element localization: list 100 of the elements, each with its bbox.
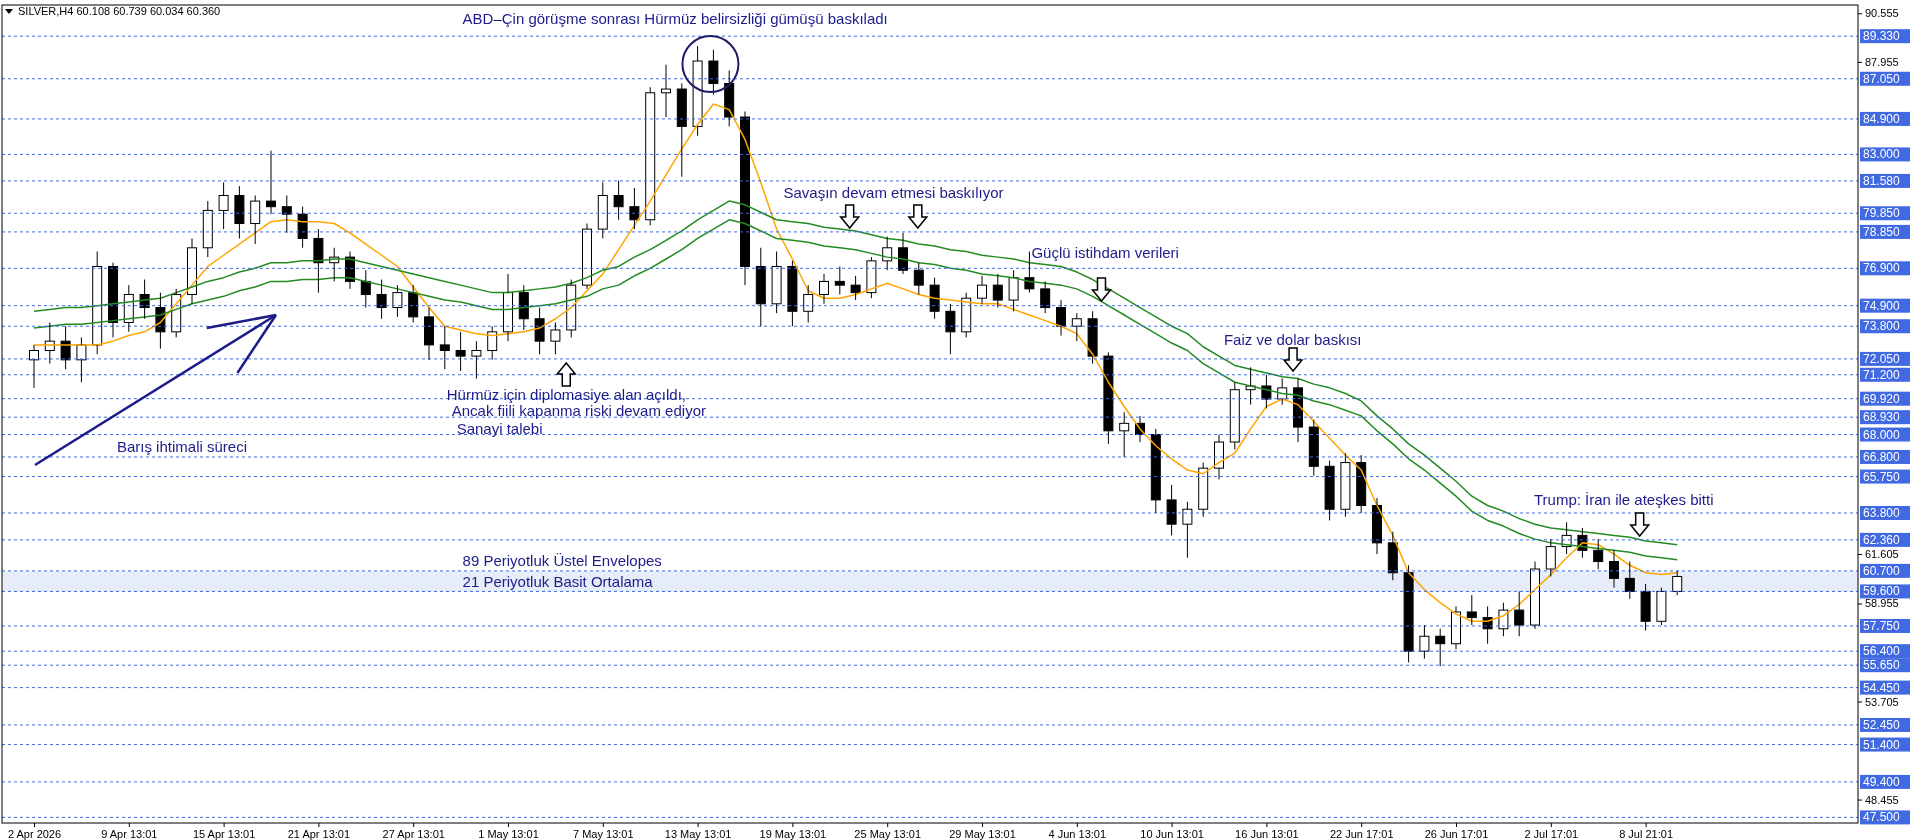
candlestick xyxy=(471,340,482,380)
candlestick xyxy=(597,181,608,239)
candlestick xyxy=(1182,501,1193,559)
candlestick xyxy=(819,273,829,305)
candlestick xyxy=(1387,531,1398,581)
candlestick xyxy=(266,150,276,215)
ref-line-label: 54.450 xyxy=(1863,680,1901,695)
candlestick xyxy=(771,251,782,314)
x-tick-label: 22 Jun 17:01 xyxy=(1329,827,1394,840)
candlestick xyxy=(234,185,245,239)
y-tick-label: 58.955 xyxy=(1865,597,1899,610)
x-tick-label: 2 Jul 17:01 xyxy=(1524,827,1579,840)
y-tick-label: 90.555 xyxy=(1865,7,1899,20)
ref-line-label: 79.850 xyxy=(1863,206,1901,221)
annotation: ABD–Çin görüşme sonrası Hürmüz belirsizliği gümüşü baskıladı xyxy=(462,10,888,27)
candlestick xyxy=(297,206,308,249)
candlestick xyxy=(250,194,261,245)
candlestick xyxy=(1356,454,1367,514)
candlestick xyxy=(455,331,466,372)
candlestick xyxy=(1150,428,1161,514)
annotation: Hürmüz için diplomasiye alan açıldı, xyxy=(446,386,687,403)
candlestick xyxy=(1308,419,1319,477)
x-tick-label: 16 Jun 13:01 xyxy=(1235,827,1299,840)
candlestick xyxy=(1640,583,1651,632)
candlestick xyxy=(1609,549,1619,589)
candlestick xyxy=(392,284,403,318)
candlestick xyxy=(550,321,561,355)
candlestick xyxy=(977,275,987,305)
annotation: Faiz ve dolar baskısı xyxy=(1223,331,1362,348)
candlestick xyxy=(1229,381,1240,450)
ref-line-label: 62.360 xyxy=(1863,532,1901,547)
x-tick-label: 27 Apr 13:01 xyxy=(382,827,445,840)
candlestick xyxy=(582,223,592,290)
candlestick xyxy=(1545,538,1556,577)
candlestick xyxy=(1403,564,1414,663)
candlestick xyxy=(929,277,940,320)
annotation: Ancak fiili kapanma riski devam ediyor xyxy=(451,402,706,419)
candlestick xyxy=(487,325,498,361)
candlestick xyxy=(1530,561,1540,630)
candlestick xyxy=(281,194,292,234)
ref-line-label: 59.600 xyxy=(1863,584,1901,599)
candlestick xyxy=(755,247,766,327)
x-tick-label: 19 May 13:01 xyxy=(759,827,827,840)
y-tick-label: 87.955 xyxy=(1865,55,1899,68)
ref-line-label: 83.000 xyxy=(1863,147,1901,162)
candlestick xyxy=(202,200,213,258)
candlestick xyxy=(992,273,1003,309)
candlestick xyxy=(850,275,861,301)
candlestick xyxy=(676,82,687,178)
ref-line-label: 76.900 xyxy=(1863,261,1901,276)
y-tick-label: 48.455 xyxy=(1865,793,1899,806)
candlestick xyxy=(1435,628,1446,667)
ref-line-label: 65.750 xyxy=(1863,469,1901,484)
ref-line-label: 81.580 xyxy=(1863,173,1901,188)
candlestick xyxy=(1593,538,1604,570)
candlestick xyxy=(1087,310,1098,365)
ref-line-label: 63.800 xyxy=(1863,505,1901,520)
candlestick xyxy=(1419,624,1430,660)
chart-title: SILVER,H4 60.108 60.739 60.034 60.360 xyxy=(18,5,221,17)
x-tick-label: 10 Jun 13:01 xyxy=(1140,827,1204,840)
candlestick xyxy=(313,228,324,294)
annotation: 89 Periyotluk Üstel Envelopes xyxy=(462,552,662,569)
ref-line-label: 78.850 xyxy=(1863,224,1901,239)
candlestick xyxy=(218,181,229,230)
ref-line-label: 47.500 xyxy=(1863,810,1901,825)
candlestick xyxy=(1340,452,1351,518)
candlestick xyxy=(503,273,513,342)
candlestick xyxy=(1166,484,1177,536)
annotation: 21 Periyotluk Basit Ortalama xyxy=(462,573,654,590)
x-tick-label: 8 Jul 21:01 xyxy=(1619,827,1674,840)
candlestick xyxy=(360,269,371,309)
ref-line-label: 84.900 xyxy=(1863,111,1901,126)
candlestick xyxy=(1119,411,1130,458)
ref-line-label: 60.700 xyxy=(1863,563,1901,578)
candlestick xyxy=(882,236,893,271)
ref-line-label: 89.330 xyxy=(1863,29,1901,44)
candlestick xyxy=(1466,594,1477,626)
annotation: Barış ihtimali süreci xyxy=(116,438,247,455)
ref-line-label: 74.900 xyxy=(1863,298,1901,313)
ref-line-label: 73.800 xyxy=(1863,319,1901,334)
candlestick xyxy=(424,307,434,361)
ref-line-label: 52.450 xyxy=(1863,717,1901,732)
x-tick-label: 7 May 13:01 xyxy=(573,827,634,840)
ref-line-label: 71.200 xyxy=(1863,367,1901,382)
candlestick xyxy=(629,187,640,230)
x-tick-label: 9 Apr 13:01 xyxy=(101,827,158,840)
y-tick-label: 61.605 xyxy=(1865,548,1899,560)
ref-line-label: 49.400 xyxy=(1863,774,1901,789)
ref-line-label: 87.050 xyxy=(1863,71,1901,86)
candlestick xyxy=(534,307,545,355)
x-tick-label: 13 May 13:01 xyxy=(664,827,732,840)
annotation: Savaşın devam etmesi baskılıyor xyxy=(783,184,1004,201)
x-tick-label: 26 Jun 17:01 xyxy=(1424,827,1489,840)
ref-line-label: 55.650 xyxy=(1863,658,1901,673)
x-tick-label: 21 Apr 13:01 xyxy=(287,827,351,840)
candlestick xyxy=(740,110,750,286)
annotation: Sanayi talebi xyxy=(456,420,543,437)
candlestick xyxy=(945,303,956,355)
ref-line-label: 56.400 xyxy=(1863,644,1901,659)
annotation: Güçlü istihdam verileri xyxy=(1031,244,1179,261)
